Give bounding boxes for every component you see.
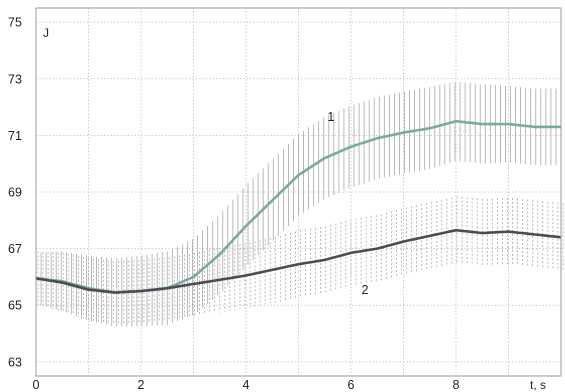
x-tick-label: 2 bbox=[138, 378, 145, 392]
x-tick-label: 8 bbox=[453, 378, 460, 392]
plot-frame bbox=[35, 7, 562, 377]
y-axis-label: J bbox=[43, 26, 49, 40]
series-2-line bbox=[35, 228, 562, 294]
series-1-label: 1 bbox=[327, 110, 334, 124]
x-tick-label: 6 bbox=[348, 378, 355, 392]
x-axis-label: t, s bbox=[530, 378, 546, 392]
x-tick-label: 4 bbox=[243, 378, 250, 392]
y-tick-label: 63 bbox=[8, 355, 22, 369]
error-bars bbox=[35, 81, 564, 327]
y-tick-label: 67 bbox=[8, 242, 22, 256]
y-tick-label: 69 bbox=[8, 186, 22, 200]
series-2-label: 2 bbox=[362, 283, 369, 297]
y-tick-label: 75 bbox=[8, 16, 22, 30]
tick-labels: 0 2 4 6 8 63 65 67 69 71 73 75 bbox=[8, 16, 460, 392]
y-tick-label: 71 bbox=[8, 129, 22, 143]
y-tick-label: 73 bbox=[8, 72, 22, 86]
y-tick-label: 65 bbox=[8, 299, 22, 313]
series-lines bbox=[35, 119, 562, 294]
x-tick-label: 0 bbox=[33, 378, 40, 392]
